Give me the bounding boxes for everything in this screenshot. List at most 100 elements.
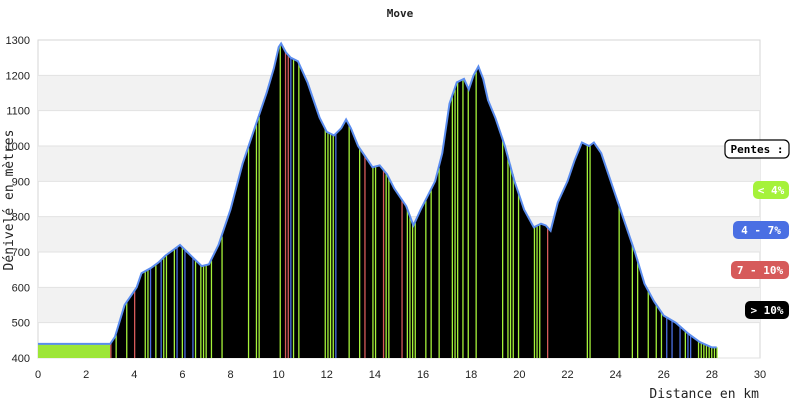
slope-segment [382,169,385,358]
slope-stripes [38,45,718,359]
slope-segment [512,174,514,358]
slope-segment [414,222,416,358]
slope-segment [372,166,374,358]
y-tick-label: 1300 [6,35,30,47]
slope-segment [539,224,541,358]
legend-label: 7 - 10% [737,264,784,277]
slope-segment [287,54,289,358]
y-tick-label: 1200 [6,70,30,82]
y-tick-label: 400 [12,353,30,365]
y-tick-label: 1000 [6,141,30,153]
slope-segment [457,82,459,359]
slope-segment [202,265,205,358]
legend-label: 4 - 7% [741,224,781,237]
slope-segment [163,257,165,358]
legend-title: Pentes : [731,143,784,156]
slope-segment [666,317,668,358]
slope-segment [332,134,334,358]
slope-segment [364,155,366,358]
slope-segment [388,176,390,358]
slope-segment [462,79,464,358]
slope-segment [155,264,157,358]
slope-segment [184,249,186,358]
slope-segment [144,271,146,358]
slope-segment [247,148,250,358]
x-tick-label: 30 [754,369,766,381]
slope-segment [716,347,718,358]
legend-swatch [731,261,789,279]
x-tick-label: 18 [465,369,477,381]
y-tick-label: 800 [12,212,30,224]
x-tick-label: 28 [706,369,718,381]
elevation-line [38,41,717,349]
slope-segment [126,302,128,358]
y-tick-label: 600 [12,282,30,294]
slope-segment [697,340,700,358]
slope-segment [618,203,620,358]
slope-segment [134,291,136,358]
x-tick-label: 2 [83,369,89,381]
grid-band [38,75,760,111]
slope-segment [425,200,427,358]
slope-segment [348,123,350,359]
slope-segment [438,168,440,358]
chart-title: Move [387,7,414,20]
slope-segment [147,270,149,358]
slope-segment [173,249,175,358]
slope-segment [149,268,152,358]
slope-segment [192,256,194,358]
slope-segment [507,154,509,358]
slope-segment [290,57,292,358]
y-axis-title: Dénivelé en mètres [2,130,17,271]
slope-segment [205,265,207,358]
slope-segment [160,260,162,358]
slope-segment [258,117,260,358]
x-tick-label: 12 [321,369,333,381]
legend-label: < 4% [758,184,785,197]
x-tick-labels: 0 2 4 6 8 10 12 14 16 18 20 22 24 26 28 30 [35,369,766,381]
slope-segment [671,320,673,358]
slope-segment [655,303,657,358]
slope-segment [38,343,111,358]
slope-segment [533,227,536,358]
slope-segment [292,58,295,358]
slope-segment [467,86,469,359]
slope-segment [298,61,300,358]
slope-segment [631,242,633,358]
slope-segment [406,207,408,358]
slope-segment [475,71,477,359]
slope-segment [279,45,281,358]
slope-segment [165,255,168,358]
slope-segment [509,164,512,358]
slope-segment [547,226,549,358]
slope-segment [329,133,332,358]
slope-segment [711,347,713,358]
slope-segment [210,260,213,358]
slope-segment [705,344,708,358]
slope-segment [454,89,456,358]
slope-segment [502,137,504,358]
x-tick-label: 8 [227,369,233,381]
slope-segment [684,330,686,358]
slope-segment [181,246,183,358]
slope-legend: Pentes : < 4% 4 - 7% 7 - 10% > 10% [724,139,790,319]
x-tick-label: 0 [35,369,41,381]
slope-segment [660,311,663,358]
slope-segment [536,226,538,358]
slope-segment [335,134,337,358]
x-tick-label: 24 [609,369,621,381]
x-tick-label: 16 [417,369,429,381]
x-tick-label: 14 [369,369,381,381]
legend-title-box [724,139,790,159]
slope-segment [679,325,681,358]
slope-segment [586,144,588,358]
slope-segment [409,214,411,358]
slope-segment [324,127,326,358]
slope-segment [255,124,258,358]
legend-label: > 10% [750,304,783,317]
x-tick-label: 4 [131,369,137,381]
slope-segment [284,50,287,358]
slope-segment [451,97,453,358]
legend-swatch [745,301,789,319]
